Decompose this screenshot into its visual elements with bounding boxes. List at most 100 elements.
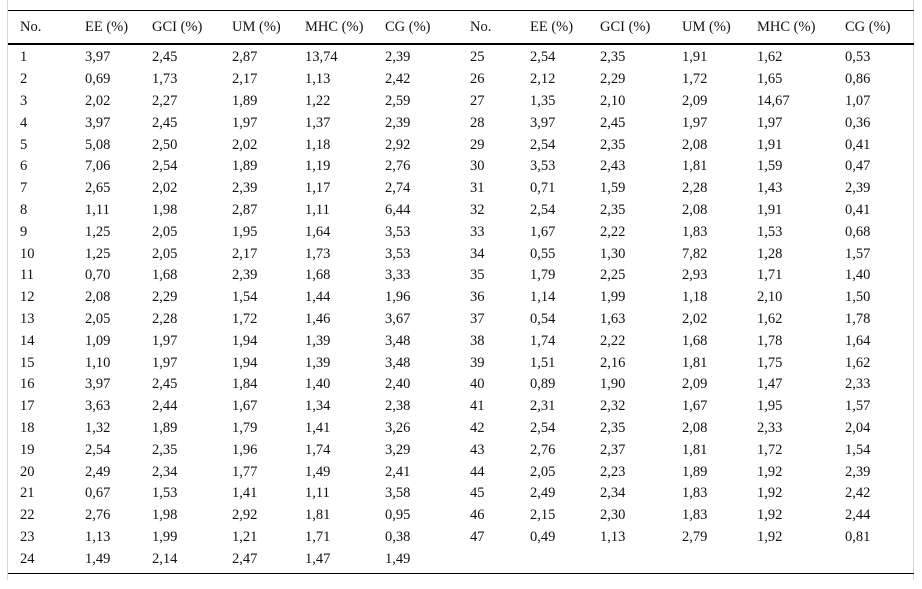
- data-table: No. EE (%) GCI (%) UM (%) MHC (%) CG (%) No. EE…: [8, 10, 914, 575]
- table-cell-ee: 2,54: [530, 419, 556, 436]
- table-cell-mhc: 1,53: [757, 223, 783, 240]
- table-cell-gci: 2,29: [600, 71, 626, 88]
- table-cell-mhc: 1,37: [305, 114, 331, 131]
- table-cell-gci: 1,59: [600, 180, 626, 197]
- table-cell-um: 2,39: [232, 180, 258, 197]
- table-cell-no: 3: [20, 92, 28, 109]
- table-cell-ee: 5,08: [85, 136, 111, 153]
- table-cell-no: 18: [20, 419, 35, 436]
- table-row: 1 3,97 2,45 2,87 13,74 2,39 25 2,54 2,35 1,91 1,62…: [8, 44, 914, 69]
- table-cell-gci: 2,16: [600, 354, 626, 371]
- table-cell-cg: 2,74: [385, 180, 411, 197]
- table-cell-um: 1,68: [682, 332, 708, 349]
- column-header-ee-right: EE (%): [518, 10, 588, 45]
- table-cell-gci: 2,50: [152, 136, 178, 153]
- table-cell-no: 39: [470, 354, 485, 371]
- table-cell-ee: 1,10: [85, 354, 111, 371]
- table-cell-um: 1,72: [682, 71, 708, 88]
- table-cell-um: 1,83: [682, 223, 708, 240]
- table-cell-gci: [588, 548, 670, 573]
- table-row: 2 0,69 1,73 2,17 1,13 2,42 26 2,12 2,29 1,72 1,65 0…: [8, 69, 914, 91]
- table-cell-no: 44: [470, 463, 485, 480]
- table-cell-um: 1,81: [682, 158, 708, 175]
- table-row: 19 2,54 2,35 1,96 1,74 3,29 43 2,76 2,37 1,81 1,72…: [8, 439, 914, 461]
- table-cell-mhc: 1,71: [305, 528, 331, 545]
- table-cell-no: 21: [20, 485, 35, 502]
- table-cell-ee: 2,02: [85, 92, 111, 109]
- table-cell-no: 31: [470, 180, 485, 197]
- table-cell-ee: 2,54: [85, 441, 111, 458]
- table-cell-no: 36: [470, 289, 485, 306]
- table-cell-mhc: 1,74: [305, 441, 331, 458]
- table-cell-gci: 2,44: [152, 398, 178, 415]
- table-cell-no: 24: [20, 550, 35, 567]
- table-row: 10 1,25 2,05 2,17 1,73 3,53 34 0,55 1,30 7,82 1,28…: [8, 243, 914, 265]
- table-cell-cg: 1,96: [385, 289, 411, 306]
- table-cell-ee: 1,35: [530, 92, 556, 109]
- table-cell-cg: 2,39: [845, 463, 871, 480]
- table-cell-ee: 2,15: [530, 507, 556, 524]
- table-cell-um: 1,89: [232, 92, 258, 109]
- table-cell-um: 2,02: [682, 310, 708, 327]
- table-cell-cg: 1,57: [845, 245, 871, 262]
- column-header-no-right: No.: [458, 10, 518, 45]
- table-cell-no: 40: [470, 376, 485, 393]
- table-cell-mhc: 1,71: [757, 267, 783, 284]
- table-cell-cg: 2,76: [385, 158, 411, 175]
- table-cell-ee: 0,69: [85, 71, 111, 88]
- table-row: 11 0,70 1,68 2,39 1,68 3,33 35 1,79 2,25 2,93 1,71…: [8, 265, 914, 287]
- table-cell-cg: 3,33: [385, 267, 411, 284]
- table-row: 6 7,06 2,54 1,89 1,19 2,76 30 3,53 2,43 1,81 1,59 0…: [8, 156, 914, 178]
- table-cell-gci: 2,34: [152, 463, 178, 480]
- table-cell-mhc: 1,41: [305, 419, 331, 436]
- table-row: 21 0,67 1,53 1,41 1,11 3,58 45 2,49 2,34 1,83 1,92…: [8, 483, 914, 505]
- table-cell-no: 1: [20, 49, 28, 66]
- table-cell-no: 2: [20, 71, 28, 88]
- table-cell-gci: 2,35: [600, 201, 626, 218]
- table-cell-um: 1,89: [682, 463, 708, 480]
- table-cell-um: 2,87: [232, 201, 258, 218]
- table-cell-um: 2,08: [682, 136, 708, 153]
- table-cell-mhc: 1,73: [305, 245, 331, 262]
- table-cell-mhc: 1,62: [757, 310, 783, 327]
- table-cell-cg: 1,49: [385, 550, 411, 567]
- table-cell-no: 30: [470, 158, 485, 175]
- table-cell-mhc: 1,68: [305, 267, 331, 284]
- table-cell-um: 1,96: [232, 441, 258, 458]
- table-cell-ee: 0,49: [530, 528, 556, 545]
- table-cell-no: [458, 548, 518, 573]
- table-row: 7 2,65 2,02 2,39 1,17 2,74 31 0,71 1,59 2,28 1,43 2…: [8, 178, 914, 200]
- table-cell-cg: 6,44: [385, 201, 411, 218]
- table-cell-ee: 2,05: [530, 463, 556, 480]
- table-cell-gci: 2,05: [152, 223, 178, 240]
- table-cell-cg: 2,39: [385, 49, 411, 66]
- table-cell-mhc: 1,91: [757, 136, 783, 153]
- table-cell-cg: [833, 548, 914, 573]
- table-cell-gci: 2,05: [152, 245, 178, 262]
- table-cell-ee: 2,54: [530, 201, 556, 218]
- table-cell-mhc: 1,75: [757, 354, 783, 371]
- table-row: 3 2,02 2,27 1,89 1,22 2,59 27 1,35 2,10 2,09 14,67…: [8, 91, 914, 113]
- table-cell-mhc: 1,40: [305, 376, 331, 393]
- table-cell-cg: 3,29: [385, 441, 411, 458]
- table-cell-mhc: 1,59: [757, 158, 783, 175]
- table-cell-ee: 2,76: [530, 441, 556, 458]
- table-cell-um: 1,83: [682, 507, 708, 524]
- column-header-cg-right: CG (%): [833, 10, 914, 45]
- table-row: 15 1,10 1,97 1,94 1,39 3,48 39 1,51 2,16 1,81 1,75…: [8, 352, 914, 374]
- column-header-cg-left: CG (%): [373, 10, 458, 45]
- table-cell-mhc: 1,28: [757, 245, 783, 262]
- table-cell-mhc: 1,72: [757, 441, 783, 458]
- table-cell-gci: 1,68: [152, 267, 178, 284]
- table-row: 13 2,05 2,28 1,72 1,46 3,67 37 0,54 1,63 2,02 1,62…: [8, 309, 914, 331]
- table-cell-cg: 3,53: [385, 245, 411, 262]
- table-cell-gci: 2,30: [600, 507, 626, 524]
- table-cell-ee: 3,97: [530, 114, 556, 131]
- table-cell-no: 28: [470, 114, 485, 131]
- table-cell-um: 2,39: [232, 267, 258, 284]
- table-cell-no: 16: [20, 376, 35, 393]
- table-cell-gci: 2,45: [152, 49, 178, 66]
- table-cell-no: 27: [470, 92, 485, 109]
- table-cell-no: 25: [470, 49, 485, 66]
- table-cell-no: 41: [470, 398, 485, 415]
